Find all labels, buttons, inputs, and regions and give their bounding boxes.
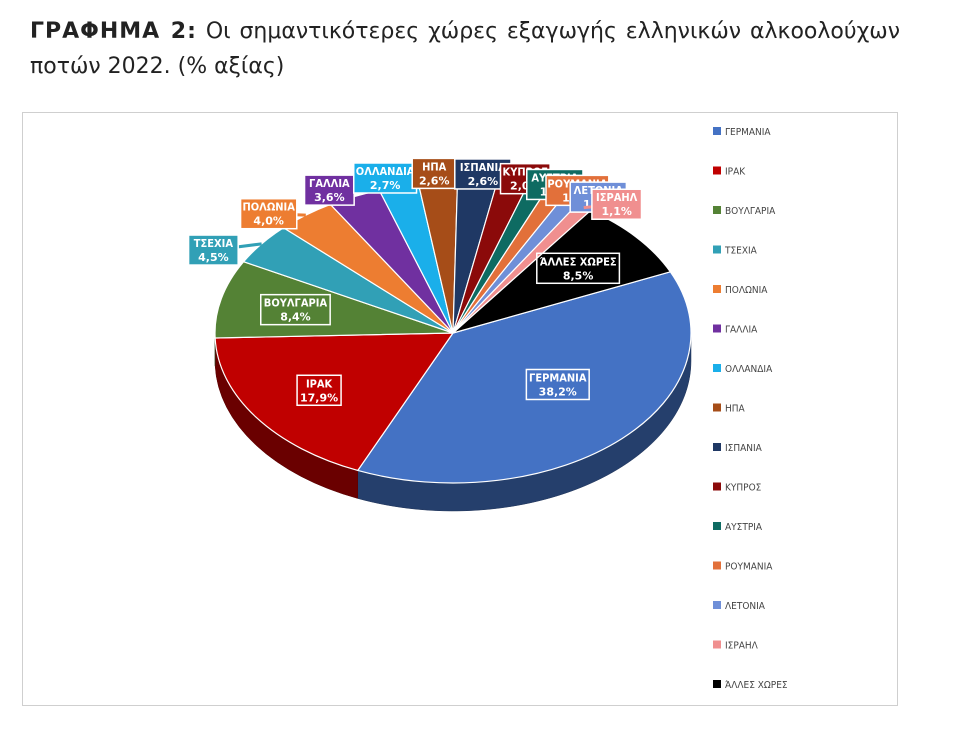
- legend-label: ΒΟΥΛΓΑΡΙΑ: [725, 206, 776, 217]
- legend-label: ΗΠΑ: [725, 404, 746, 415]
- data-label-box: [260, 293, 331, 326]
- data-label-value: 4,0%: [253, 215, 284, 228]
- pie-slices: [214, 182, 692, 484]
- data-label-value: 2,6%: [468, 175, 499, 188]
- data-label-name: ΙΣΠΑΝΙΑ: [460, 161, 506, 174]
- legend-swatch: [713, 245, 721, 254]
- legend-swatch: [713, 364, 721, 372]
- legend-label: ΤΣΕΧΙΑ: [724, 246, 758, 257]
- data-label-value: 3,6%: [314, 191, 345, 204]
- legend-swatch: [713, 522, 721, 530]
- legend-swatch: [713, 324, 721, 333]
- legend-label: ΡΟΥΜΑΝΙΑ: [725, 562, 773, 573]
- pie-slice: [214, 261, 454, 339]
- data-label-box: [352, 162, 418, 194]
- data-label-value: 4,5%: [198, 251, 229, 264]
- data-label-name: ΒΟΥΛΓΑΡΙΑ: [264, 297, 328, 310]
- pie-slice: [356, 271, 692, 484]
- chart-legend: ΓΕΡΜΑΝΙΑ ΙΡΑΚ ΒΟΥΛΓΑΡΙΑ ΤΣΕΧΙΑ ΠΟΛΩΝΙΑ ΓΑΛΛΙΑ…: [713, 127, 788, 691]
- legend-label: ΠΟΛΩΝΙΑ: [725, 285, 768, 296]
- data-label-name: ΟΛΛΑΝΔΙΑ: [356, 165, 415, 178]
- pie-slice: [214, 332, 455, 472]
- data-label-box: [296, 374, 342, 407]
- legend-label: ΚΥΠΡΟΣ: [725, 483, 762, 494]
- data-label-name: ΤΣΕΧΙΑ: [194, 237, 234, 250]
- legend-swatch: [713, 443, 721, 451]
- data-label-box: [591, 188, 643, 220]
- data-label-name: ΓΑΛΛΙΑ: [309, 177, 350, 190]
- data-label-box: [239, 197, 298, 230]
- legend-label: ΑΥΣΤΡΙΑ: [725, 522, 763, 533]
- data-label-box: [187, 234, 239, 266]
- chart-frame: ΓΕΡΜΑΝΙΑ 38,2% ΙΡΑΚ 17,9% ΒΟΥΛΓΑΡΙΑ 8,4% ΤΣΕΧΙ…: [22, 112, 898, 706]
- data-label-value: 38,2%: [539, 385, 577, 398]
- pie-chart: ΓΕΡΜΑΝΙΑ38,2%ΙΡΑΚ17,9%ΒΟΥΛΓΑΡΙΑ8,4%ΤΣΕΧΙ…: [187, 127, 788, 691]
- data-label-name: ΗΠΑ: [422, 160, 447, 173]
- caption-text: Οι σημαντικότερες χώρες εξαγωγής ελληνικ…: [30, 19, 901, 79]
- data-label-box: [411, 157, 457, 190]
- legend-swatch: [713, 482, 721, 491]
- legend-swatch: [713, 403, 721, 412]
- data-label-box: [303, 174, 355, 206]
- data-label-box: [525, 368, 590, 401]
- data-label-value: 1,1%: [601, 205, 632, 218]
- legend-label: ΟΛΛΑΝΔΙΑ: [725, 364, 773, 375]
- data-label-box: [536, 252, 621, 285]
- legend-swatch: [713, 285, 721, 293]
- data-label-name: ΙΡΑΚ: [306, 377, 333, 390]
- legend-swatch: [713, 166, 721, 175]
- caption-prefix: ΓΡΑΦΗΜΑ 2:: [30, 19, 197, 44]
- data-label-name: ΙΣΡΑΗΛ: [596, 191, 638, 204]
- legend-label: ΓΑΛΛΙΑ: [725, 325, 758, 336]
- data-label-value: 8,4%: [280, 311, 311, 324]
- legend-swatch: [713, 680, 721, 688]
- legend-swatch: [713, 206, 721, 214]
- legend-label: ΓΕΡΜΑΝΙΑ: [725, 127, 771, 138]
- legend-swatch: [713, 601, 721, 609]
- data-label-value: 2,7%: [370, 179, 401, 192]
- data-label-value: 8,5%: [563, 269, 594, 282]
- data-label-name: ΠΟΛΩΝΙΑ: [242, 201, 295, 214]
- legend-label: ΆΛΛΕΣ ΧΩΡΕΣ: [725, 679, 788, 691]
- legend-label: ΙΣΠΑΝΙΑ: [725, 443, 763, 454]
- legend-swatch: [713, 640, 721, 649]
- legend-label: ΙΡΑΚ: [725, 167, 746, 178]
- legend-label: ΙΣΡΑΗΛ: [725, 641, 759, 652]
- legend-swatch: [713, 127, 721, 135]
- legend-label: ΛΕΤΟΝΙΑ: [725, 601, 766, 612]
- chart-caption: ΓΡΑΦΗΜΑ 2: Οι σημαντικότερες χώρες εξαγω…: [30, 14, 900, 84]
- legend-swatch: [713, 561, 721, 570]
- data-label-value: 2,6%: [419, 174, 450, 187]
- data-label-value: 17,9%: [300, 391, 338, 404]
- data-label-name: ΓΕΡΜΑΝΙΑ: [529, 371, 587, 384]
- data-label-name: ΆΛΛΕΣ ΧΩΡΕΣ: [540, 255, 617, 268]
